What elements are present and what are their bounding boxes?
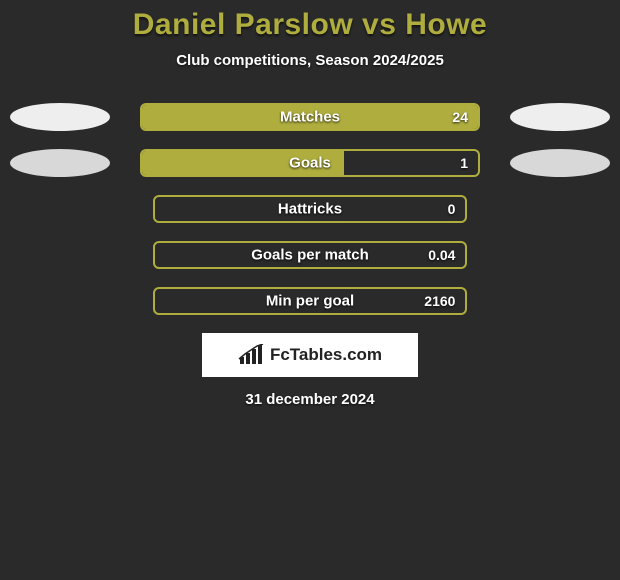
stat-value: 1 [460, 155, 468, 171]
brand-badge[interactable]: FcTables.com [202, 333, 418, 377]
stat-bar: Min per goal2160 [153, 287, 468, 315]
page-title: Daniel Parslow vs Howe [0, 8, 620, 42]
stat-label: Hattricks [155, 201, 466, 218]
stat-row: Goals1 [0, 149, 620, 177]
stat-row: Goals per match0.04 [0, 241, 620, 269]
subtitle: Club competitions, Season 2024/2025 [0, 52, 620, 69]
player-left-indicator [10, 103, 110, 131]
stat-value: 0.04 [428, 247, 455, 263]
player-left-indicator [10, 149, 110, 177]
chart-bars-icon [238, 344, 264, 366]
stat-value: 24 [452, 109, 468, 125]
stat-value: 0 [448, 201, 456, 217]
comparison-card: Daniel Parslow vs Howe Club competitions… [0, 0, 620, 408]
stat-bar: Goals1 [140, 149, 480, 177]
stat-value: 2160 [424, 293, 455, 309]
stat-label: Goals [142, 155, 478, 172]
stat-label: Matches [142, 109, 478, 126]
stat-rows: Matches24 Goals1 Hattricks0 Goals per match… [0, 103, 620, 315]
stat-row: Hattricks0 [0, 195, 620, 223]
stat-bar: Matches24 [140, 103, 480, 131]
date-text: 31 december 2024 [0, 391, 620, 408]
brand-text: FcTables.com [270, 345, 382, 365]
stat-bar: Hattricks0 [153, 195, 468, 223]
stat-bar: Goals per match0.04 [153, 241, 468, 269]
stat-label: Min per goal [155, 293, 466, 310]
player-right-indicator [510, 149, 610, 177]
stat-row: Min per goal2160 [0, 287, 620, 315]
stat-row: Matches24 [0, 103, 620, 131]
player-right-indicator [510, 103, 610, 131]
stat-label: Goals per match [155, 247, 466, 264]
